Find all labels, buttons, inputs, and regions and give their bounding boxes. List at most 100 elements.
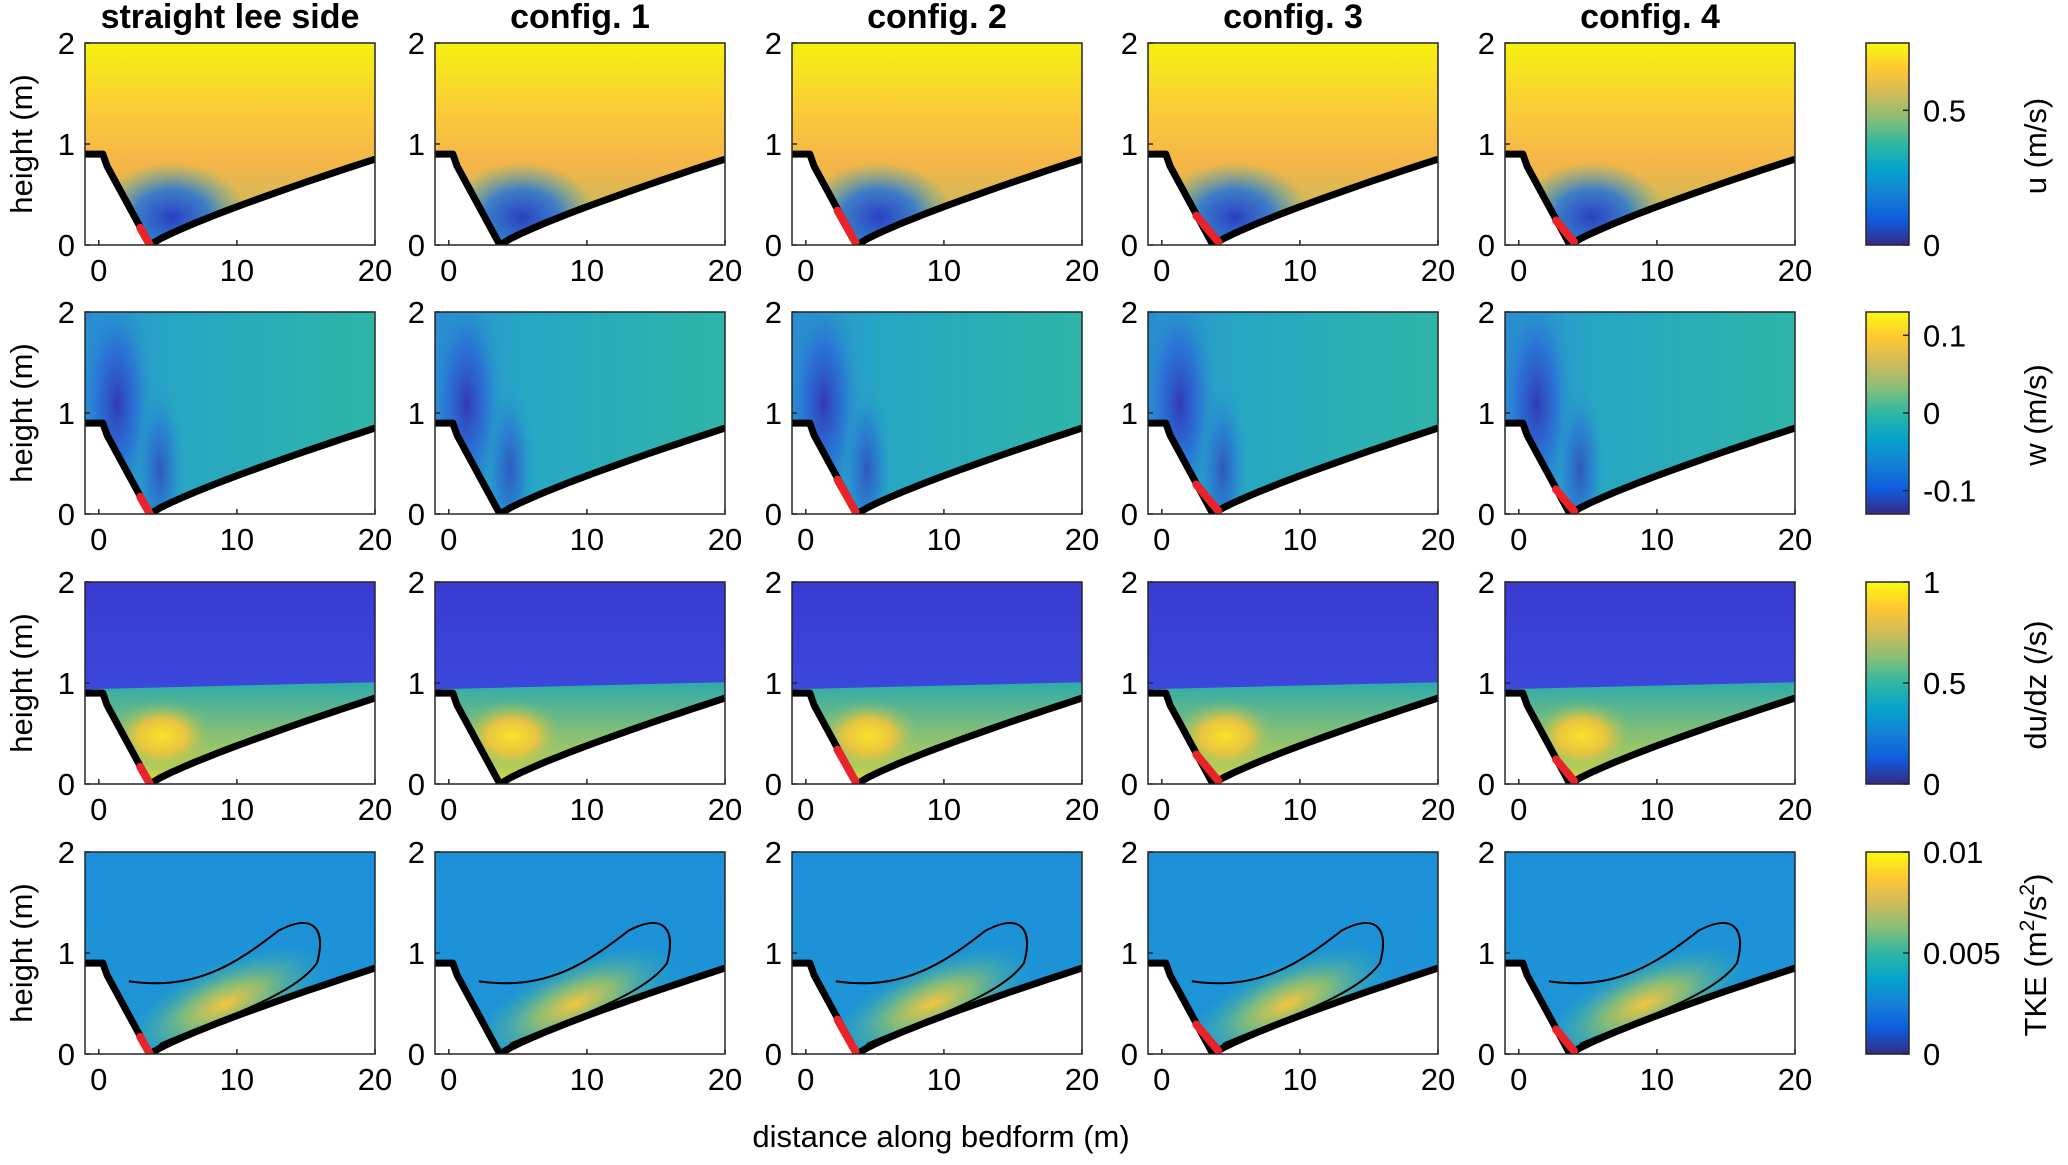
x-tick-label: 0 [90,792,107,827]
colorbar-u: 0 0.5 u (m/s) [1865,42,2053,263]
x-tick-label: 20 [1778,522,1812,557]
downwelling-zone [483,379,536,514]
bedform-profile [792,419,1082,514]
y-tick-label: 1 [1478,936,1495,971]
bedform-solid [435,154,725,245]
bedform-solid [435,963,725,1054]
bedform-solid [435,693,725,784]
y-tick-label: 1 [408,127,425,162]
red-lee-segment [1192,480,1223,514]
bedform-profile [85,150,375,245]
x-tick-label: 0 [1510,1062,1527,1097]
x-tick-label: 0 [440,522,457,557]
x-tick-label: 20 [1065,253,1099,288]
bedform-solid [1148,963,1438,1054]
downwelling-zone [133,379,186,514]
x-tick-label: 20 [358,1062,392,1097]
panel-r2-c5: 0 10 20 0 1 2 [1478,295,1812,557]
y-tick-label: 2 [765,26,782,61]
bedform-profile [1505,419,1795,514]
panel-r2-c4: 0 10 20 0 1 2 [1121,295,1455,557]
panel-r1-c3: 0 10 20 0 1 2 [765,26,1099,288]
bedform-profile [1505,959,1795,1054]
bedform-profile [435,959,725,1054]
bedform-profile [1148,419,1438,514]
y-tick-label: 0 [1478,1037,1495,1072]
tke-maximum [1185,945,1390,1054]
y-tick-label: 2 [765,295,782,330]
x-tick-label: 0 [797,522,814,557]
colorbar-du/dz: 0 0.5 1 du/dz (/s) [1865,565,2053,802]
x-tick-label: 0 [1153,522,1170,557]
panel-r3-c1: 0 10 20 0 1 2 [58,565,392,827]
colorbar-label: du/dz (/s) [2018,620,2053,749]
panel-title-5: config. 4 [1580,0,1720,36]
x-tick-label: 0 [90,1062,107,1097]
red-lee-segment [1552,755,1579,784]
x-tick-label: 20 [708,1062,742,1097]
y-tick-label: 0 [765,497,782,532]
bedform-solid [792,693,1082,784]
y-tick-label: 2 [58,26,75,61]
red-lee-segment [833,475,860,514]
panel-r2-c2: 0 10 20 0 1 2 [408,295,742,557]
y-tick-label: 1 [765,936,782,971]
red-lee-segment [833,1015,860,1054]
y-tick-label: 2 [408,835,425,870]
x-tick-label: 0 [797,792,814,827]
y-tick-label: 0 [1121,228,1138,263]
y-tick-label: 2 [58,565,75,600]
y-tick-label: 0 [1478,497,1495,532]
panel-r1-c2: 0 10 20 0 1 2 [408,26,742,288]
x-tick-label: 20 [1778,1062,1812,1097]
y-tick-label: 0 [408,1037,425,1072]
x-tick-label: 0 [440,1062,457,1097]
y-axis-label: height (m) [4,883,39,1023]
x-tick-label: 20 [708,253,742,288]
y-tick-label: 0 [765,228,782,263]
x-tick-label: 20 [1065,792,1099,827]
colorbar-tick-label: 0.005 [1923,936,2001,971]
x-tick-label: 10 [570,522,604,557]
x-tick-label: 10 [220,253,254,288]
y-tick-label: 2 [1121,565,1138,600]
x-tick-label: 10 [220,522,254,557]
panel-r3-c2: 0 10 20 0 1 2 [408,565,742,827]
colorbar-tick-label: 0.01 [1923,835,1983,870]
x-tick-label: 0 [90,522,107,557]
y-tick-label: 1 [765,127,782,162]
panel-title-4: config. 3 [1223,0,1363,36]
y-tick-label: 0 [1478,228,1495,263]
x-tick-label: 20 [1065,1062,1099,1097]
tke-maximum [1542,945,1747,1054]
y-tick-label: 1 [1478,127,1495,162]
y-tick-label: 2 [1478,26,1495,61]
x-tick-label: 0 [440,792,457,827]
panel-r1-c1: 0 10 20 0 1 2 [58,26,392,288]
y-tick-label: 2 [1121,26,1138,61]
x-tick-label: 20 [1065,522,1099,557]
y-tick-label: 0 [58,228,75,263]
y-tick-label: 2 [1478,565,1495,600]
panel-r3-c4: 0 10 20 0 1 2 [1121,565,1455,827]
y-tick-label: 1 [58,666,75,701]
downwelling-zone [840,379,893,514]
bedform-solid [792,154,1082,245]
y-tick-label: 0 [58,497,75,532]
bedform-profile [1505,150,1795,245]
colorbar-label: TKE (m2/s2) [2016,874,2053,1037]
y-tick-label: 2 [1478,835,1495,870]
bedform-solid [85,154,375,245]
bedform-profile [435,419,725,514]
y-tick-label: 0 [1121,1037,1138,1072]
y-tick-label: 1 [1121,936,1138,971]
red-lee-segment [1192,750,1223,784]
y-axis-label: height (m) [4,74,39,214]
colorbar-TKE: 0 0.005 0.01 TKE (m2/s2) [1865,835,2053,1072]
x-tick-label: 20 [1421,522,1455,557]
colorbar-tick-label: 1 [1923,565,1940,600]
x-tick-label: 20 [1421,1062,1455,1097]
panel-title-1: straight lee side [101,0,360,36]
bedform-solid [1505,423,1795,514]
